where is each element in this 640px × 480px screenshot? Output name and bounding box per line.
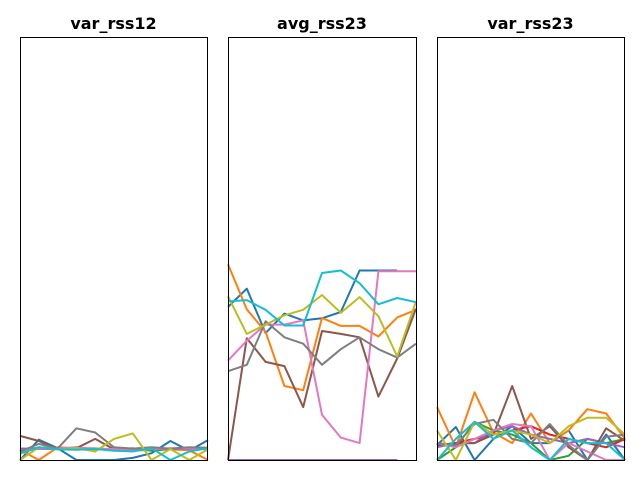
plot-area xyxy=(227,263,417,461)
axes-frame xyxy=(228,37,417,461)
panel-avg-rss23: avg_rss23 xyxy=(227,14,417,461)
series-line-8 xyxy=(19,427,209,453)
series-line-8 xyxy=(436,418,626,461)
panel-title: avg_rss23 xyxy=(277,14,367,33)
series-line-10 xyxy=(227,269,417,327)
series-line-6 xyxy=(227,308,417,461)
series-line-1 xyxy=(227,269,398,335)
panel-title: var_rss23 xyxy=(487,14,573,33)
series-line-9 xyxy=(227,294,417,358)
panel-var-rss23: var_rss23 xyxy=(436,14,626,461)
plot-area xyxy=(436,385,626,461)
series-line-7 xyxy=(227,270,416,445)
series-line-10 xyxy=(19,446,209,461)
series-line-10 xyxy=(436,420,626,461)
series-line-9 xyxy=(436,416,626,461)
plot-area xyxy=(19,427,209,461)
series-line-2 xyxy=(436,391,626,449)
series-line-8 xyxy=(227,320,417,373)
axes-frame xyxy=(437,37,625,461)
panel-var-rss12: var_rss12 xyxy=(19,14,209,461)
series-line-2 xyxy=(227,263,417,392)
series-line-6 xyxy=(436,385,626,461)
panel-title: var_rss12 xyxy=(70,14,156,33)
series-line-7 xyxy=(436,423,625,461)
axes-frame xyxy=(20,37,208,461)
